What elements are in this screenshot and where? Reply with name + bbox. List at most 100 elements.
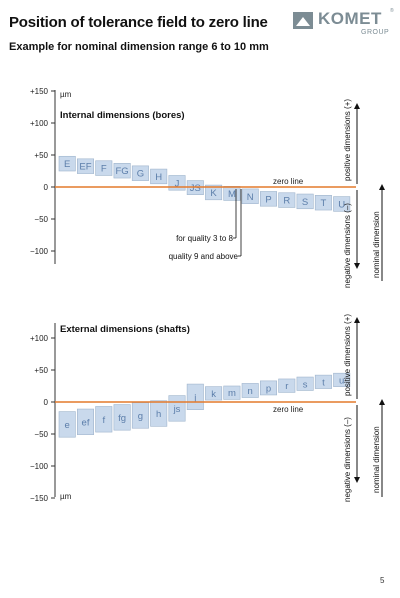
- tolerance-field-H: H: [150, 168, 168, 185]
- tolerance-field-p: p: [259, 380, 277, 396]
- top_diagram-tick-label: +150: [30, 87, 49, 96]
- tolerance-field-letter: k: [211, 389, 216, 400]
- tolerance-field-letter: J: [175, 178, 180, 189]
- top_diagram-tick-label: −50: [34, 215, 48, 224]
- bottom-negative-label: negative dimensions (–): [343, 417, 352, 502]
- tolerance-field-bar: [296, 376, 314, 391]
- tolerance-field-letter: r: [285, 381, 288, 392]
- tolerance-field-letter: N: [247, 192, 254, 203]
- tolerance-field-bar: [186, 383, 204, 410]
- bottom-zero-line-label: zero line: [273, 405, 304, 414]
- top-tolerance-fields: E EF F FG G H J JS K M N P R S T U: [58, 155, 351, 212]
- tolerance-field-bar: [58, 155, 76, 172]
- tolerance-field-bar: [77, 408, 95, 435]
- tolerance-field-h: h: [150, 400, 168, 427]
- tolerance-field-t: t: [314, 374, 332, 389]
- top-positive-label: positive dimensions (+): [343, 99, 352, 181]
- page-title: Position of tolerance field to zero line: [9, 14, 268, 31]
- tolerance-field-letter: j: [193, 392, 196, 403]
- logo-text: KOMET: [318, 9, 382, 28]
- logo-subtext: GROUP: [361, 29, 390, 36]
- tolerance-field-letter: F: [101, 164, 107, 175]
- top-section-title: Internal dimensions (bores): [60, 110, 185, 121]
- tolerance-field-T: T: [314, 195, 332, 211]
- tolerance-field-letter: K: [210, 188, 217, 199]
- tolerance-field-letter: G: [137, 169, 144, 180]
- bottom-unit-label: µm: [60, 492, 72, 501]
- tolerance-field-letter: U: [338, 199, 345, 210]
- bottom_diagram-tick-label: +50: [34, 366, 48, 375]
- top-unit-label: µm: [60, 90, 72, 99]
- tolerance-field-letter: t: [322, 377, 325, 388]
- tolerance-field-bar: [241, 383, 259, 398]
- tolerance-field-bar: [131, 165, 149, 181]
- tolerance-field-E: E: [58, 155, 76, 172]
- internal-dimensions-diagram: +150 +100 +50 0 −50 −100 µm Internal dimensio…: [30, 87, 385, 288]
- bottom-section-title: External dimensions (shafts): [60, 324, 190, 335]
- komet-logo-mark: [293, 12, 313, 29]
- tolerance-field-letter: T: [320, 198, 326, 209]
- tolerance-field-P: P: [259, 191, 277, 207]
- top_diagram-tick-label: −100: [30, 247, 49, 256]
- tolerance-field-r: r: [278, 378, 296, 393]
- top-axis-ticks: +150 +100 +50 0 −50 −100: [30, 87, 55, 256]
- tolerance-field-bar: [150, 168, 168, 185]
- bottom_diagram-tick-label: +100: [30, 334, 49, 343]
- tolerance-field-bar: [333, 196, 351, 212]
- tolerance-field-letter: JS: [190, 183, 201, 194]
- page-number: 5: [380, 576, 385, 585]
- tolerance-field-e: e: [58, 411, 76, 438]
- tolerance-field-g: g: [131, 402, 149, 429]
- tolerance-field-letter: R: [283, 196, 290, 207]
- bottom_diagram-tick-label: −150: [30, 494, 49, 503]
- tolerance-field-R: R: [278, 192, 296, 208]
- tolerance-field-bar: [95, 406, 113, 433]
- tolerance-field-f: f: [95, 406, 113, 433]
- tolerance-field-letter: e: [65, 420, 70, 431]
- tolerance-field-letter: f: [102, 415, 105, 426]
- tolerance-field-letter: E: [64, 159, 70, 170]
- tolerance-field-letter: p: [266, 383, 271, 394]
- tolerance-field-letter: m: [228, 388, 236, 399]
- tolerance-field-letter: M: [228, 189, 236, 200]
- quality-9-label: quality 9 and above: [169, 252, 239, 261]
- tolerance-field-letter: s: [303, 379, 308, 390]
- tolerance-field-EF: EF: [77, 158, 95, 174]
- page-subtitle: Example for nominal dimension range 6 to…: [9, 41, 269, 53]
- tolerance-field-letter: P: [265, 194, 271, 205]
- tolerance-field-bar: [296, 193, 314, 210]
- bottom-tolerance-fields: e ef f fg g h js j k m n p r s t u: [58, 372, 351, 438]
- tolerance-field-u: u: [333, 372, 351, 387]
- tolerance-field-bar: [205, 386, 223, 401]
- tolerance-field-bar: [223, 385, 241, 400]
- bottom-nominal-label: nominal dimension: [372, 426, 381, 493]
- tolerance-field-letter: EF: [79, 162, 91, 173]
- tolerance-field-bar: [113, 163, 131, 179]
- tolerance-field-letter: S: [302, 197, 308, 208]
- tolerance-field-k: k: [205, 386, 223, 401]
- tolerance-field-ef: ef: [77, 408, 95, 435]
- bottom_diagram-tick-label: −50: [34, 430, 48, 439]
- tolerance-field-J: J: [168, 175, 186, 191]
- tolerance-field-letter: fg: [118, 413, 126, 424]
- top_diagram-tick-label: +100: [30, 119, 49, 128]
- tolerance-field-U: U: [333, 196, 351, 212]
- top_diagram-tick-label: 0: [44, 183, 49, 192]
- tolerance-field-bar: [58, 411, 76, 438]
- tolerance-field-S: S: [296, 193, 314, 210]
- tolerance-field-bar: [314, 374, 332, 389]
- bottom_diagram-tick-label: −100: [30, 462, 49, 471]
- tolerance-field-bar: [278, 192, 296, 208]
- external-dimensions-diagram: +100 +50 0 −50 −100 −150 External dimensions …: [30, 314, 385, 503]
- tolerance-field-letter: js: [173, 404, 181, 415]
- top-negative-label: negative dimensions (–): [343, 203, 352, 288]
- tolerance-field-bar: [333, 372, 351, 387]
- tolerance-field-M: M: [223, 186, 241, 201]
- tolerance-field-fg: fg: [113, 404, 131, 431]
- tolerance-field-N: N: [241, 188, 259, 204]
- tolerance-field-K: K: [205, 184, 223, 201]
- tolerance-field-letter: h: [156, 409, 161, 420]
- tolerance-field-js: js: [168, 395, 186, 422]
- tolerance-field-bar: [113, 404, 131, 431]
